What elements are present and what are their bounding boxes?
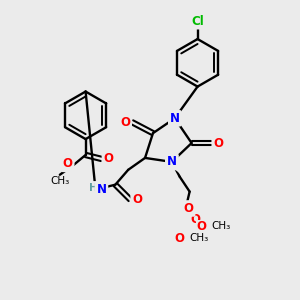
Text: O: O	[184, 202, 194, 215]
Text: CH₃: CH₃	[212, 221, 231, 231]
Text: O: O	[132, 193, 142, 206]
Text: N: N	[97, 183, 106, 196]
Text: CH₃: CH₃	[50, 176, 70, 186]
Text: Cl: Cl	[191, 15, 204, 28]
Text: N: N	[170, 112, 180, 125]
Text: H: H	[89, 183, 98, 193]
Text: O: O	[213, 136, 224, 150]
Text: O: O	[196, 220, 206, 233]
Text: O: O	[175, 232, 185, 245]
Text: O: O	[63, 158, 73, 170]
Text: O: O	[103, 152, 113, 165]
Text: CH₃: CH₃	[190, 233, 209, 243]
Text: N: N	[167, 155, 177, 168]
Text: O: O	[120, 116, 130, 129]
Text: O: O	[190, 213, 201, 226]
Text: N: N	[167, 155, 177, 168]
